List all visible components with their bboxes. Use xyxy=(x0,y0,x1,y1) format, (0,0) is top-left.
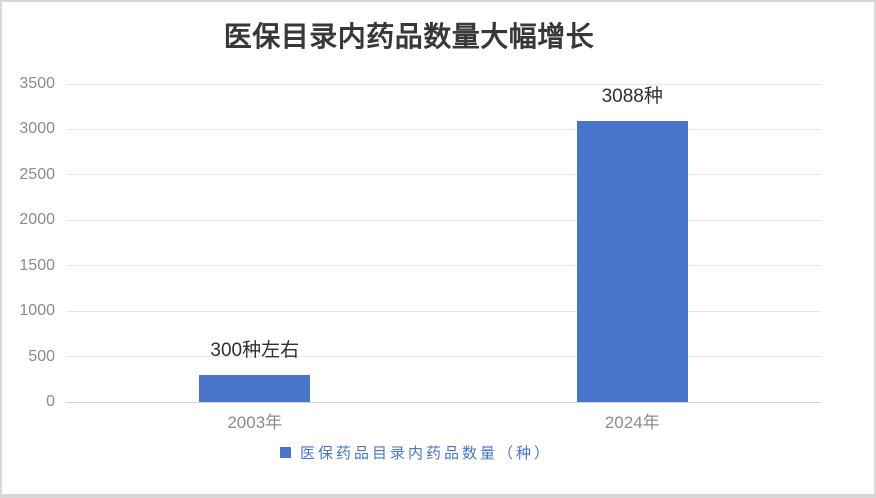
x-axis-line xyxy=(66,401,821,403)
legend: 医保药品目录内药品数量（种） xyxy=(2,442,852,463)
bar-data-label: 3088种 xyxy=(601,86,663,108)
bar-2024年 xyxy=(576,121,688,402)
legend-series-label: 医保药品目录内药品数量（种） xyxy=(299,444,552,462)
gridline xyxy=(66,356,821,358)
legend-swatch-icon xyxy=(279,447,291,458)
gridline xyxy=(66,128,821,130)
bar-2003年 xyxy=(199,374,311,402)
y-axis-tick-label: 2500 xyxy=(19,165,55,183)
y-axis-tick-label: 0 xyxy=(46,393,55,410)
gridline xyxy=(66,310,821,312)
x-axis-category-label: 2003年 xyxy=(227,413,283,432)
gridline xyxy=(66,219,821,221)
x-axis: 2003年 2024年 xyxy=(66,408,821,432)
chart-title: 医保目录内药品数量大幅增长 xyxy=(223,21,595,52)
y-axis: 0 500 1000 1500 2000 2500 3000 3500 xyxy=(2,75,57,410)
plot-area: 300种左右 3088种 xyxy=(66,83,821,403)
gridline xyxy=(66,265,821,267)
y-axis-tick-label: 1500 xyxy=(19,256,55,274)
y-axis-tick-label: 500 xyxy=(28,347,55,365)
gridline xyxy=(66,83,821,85)
y-axis-tick-label: 2000 xyxy=(19,211,55,229)
y-axis-tick-label: 1000 xyxy=(19,302,55,320)
y-axis-tick-label: 3000 xyxy=(19,120,55,138)
gridline xyxy=(66,174,821,176)
x-axis-category-label: 2024年 xyxy=(604,413,660,432)
bar-data-label: 300种左右 xyxy=(210,339,300,361)
y-axis-tick-label: 3500 xyxy=(19,75,55,92)
